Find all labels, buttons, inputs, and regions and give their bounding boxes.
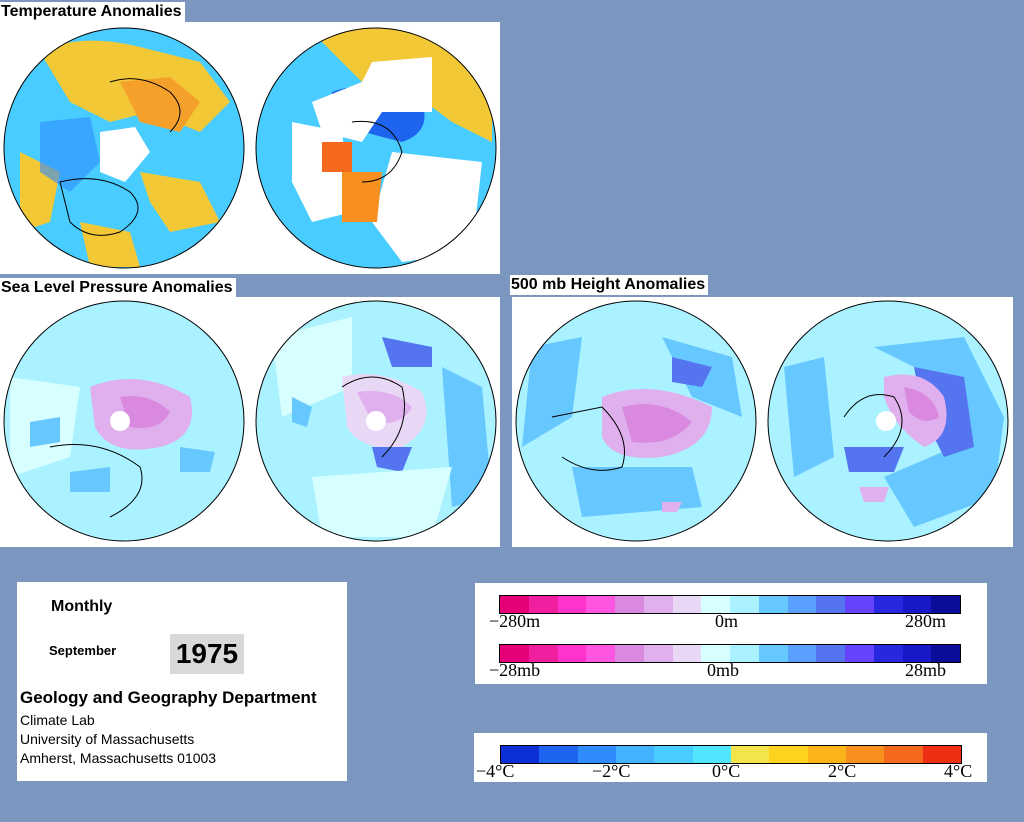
height-scale-swatch (816, 596, 845, 613)
height-scale-swatch (557, 596, 587, 613)
temperature-scale-swatch (577, 746, 616, 763)
info-panel: Monthly September 1975 Geology and Geogr… (17, 582, 347, 781)
month-label: September (49, 642, 123, 660)
temperature-scale-swatch (845, 746, 885, 763)
height-scale-swatch (615, 596, 644, 613)
temperature-map-south (255, 27, 497, 269)
height-scale-swatch (787, 596, 817, 613)
temp-tick-plus4: 4°C (944, 761, 973, 781)
pressure-scale-swatch (873, 645, 903, 662)
address: Amherst, Massachusetts 01003 (20, 750, 217, 766)
pressure-tick-zero: 0mb (707, 660, 740, 680)
height-scale-swatch (672, 596, 702, 613)
pressure-scale-swatch (701, 645, 730, 662)
height500-map-south (767, 300, 1009, 542)
pressure-tick-max: 28mb (905, 660, 947, 680)
height-scale-swatch (586, 596, 615, 613)
height-tick-max: 280m (905, 611, 947, 631)
pressure-scale-swatch (672, 645, 702, 662)
pressure-tick-min: −28mb (489, 660, 541, 680)
temperature-scale-swatch (884, 746, 923, 763)
temp-tick-minus4: −4°C (476, 761, 515, 781)
year-label: 1975 (170, 634, 244, 674)
slp-title: Sea Level Pressure Anomalies (0, 278, 236, 298)
temperature-scale-swatch (539, 746, 578, 763)
temperature-scale-swatch (922, 746, 961, 763)
lab-name: Climate Lab (20, 712, 95, 728)
temperature-scale-swatch (807, 746, 846, 763)
temperature-legend-panel: −4°C −2°C 0°C 2°C 4°C (474, 733, 987, 782)
height-color-scale (499, 595, 961, 614)
month-text: September (49, 643, 117, 658)
period-label: Monthly (51, 598, 113, 615)
height-scale-swatch (873, 596, 903, 613)
height-tick-zero: 0m (715, 611, 739, 631)
height-tick-min: −280m (489, 611, 541, 631)
height-scale-swatch (902, 596, 932, 613)
pressure-scale-swatch (730, 645, 759, 662)
pressure-scale-swatch (787, 645, 817, 662)
slp-map-north (3, 300, 245, 542)
pressure-scale-swatch (615, 645, 644, 662)
temperature-title: Temperature Anomalies (0, 2, 185, 22)
temperature-scale-swatch (730, 746, 770, 763)
height-scale-swatch (758, 596, 788, 613)
height-scale-swatch (730, 596, 759, 613)
pressure-scale-swatch (816, 645, 845, 662)
pressure-scale-swatch (500, 645, 529, 662)
temp-tick-minus2: −2°C (592, 761, 631, 781)
height500-map-north (515, 300, 757, 542)
temperature-scale-swatch (615, 746, 655, 763)
temperature-scale-swatch (654, 746, 693, 763)
university-name: University of Massachusetts (20, 731, 195, 747)
height-scale-swatch (701, 596, 730, 613)
temperature-scale-swatch (501, 746, 540, 763)
pressure-scale-swatch (643, 645, 673, 662)
pressure-scale-swatch (557, 645, 587, 662)
temperature-scale-swatch (692, 746, 731, 763)
height-scale-swatch (643, 596, 673, 613)
temp-tick-plus2: 2°C (828, 761, 857, 781)
pressure-scale-swatch (931, 645, 960, 662)
pressure-scale-swatch (845, 645, 874, 662)
height500-title: 500 mb Height Anomalies (510, 275, 709, 295)
height-scale-swatch (528, 596, 558, 613)
pressure-scale-swatch (586, 645, 615, 662)
slp-map-south (255, 300, 497, 542)
pressure-legend-panel: −280m 0m 280m −28mb 0mb 28mb (475, 583, 987, 684)
pressure-scale-swatch (758, 645, 788, 662)
temperature-color-scale (500, 745, 962, 764)
pressure-scale-swatch (902, 645, 932, 662)
department-name: Geology and Geography Department (20, 688, 317, 707)
temp-tick-zero: 0°C (712, 761, 741, 781)
temperature-scale-swatch (769, 746, 808, 763)
pressure-scale-swatch (528, 645, 558, 662)
height-scale-swatch (500, 596, 529, 613)
height-scale-swatch (931, 596, 960, 613)
height-scale-swatch (845, 596, 874, 613)
temperature-map-north (3, 27, 245, 269)
pressure-color-scale (499, 644, 961, 663)
